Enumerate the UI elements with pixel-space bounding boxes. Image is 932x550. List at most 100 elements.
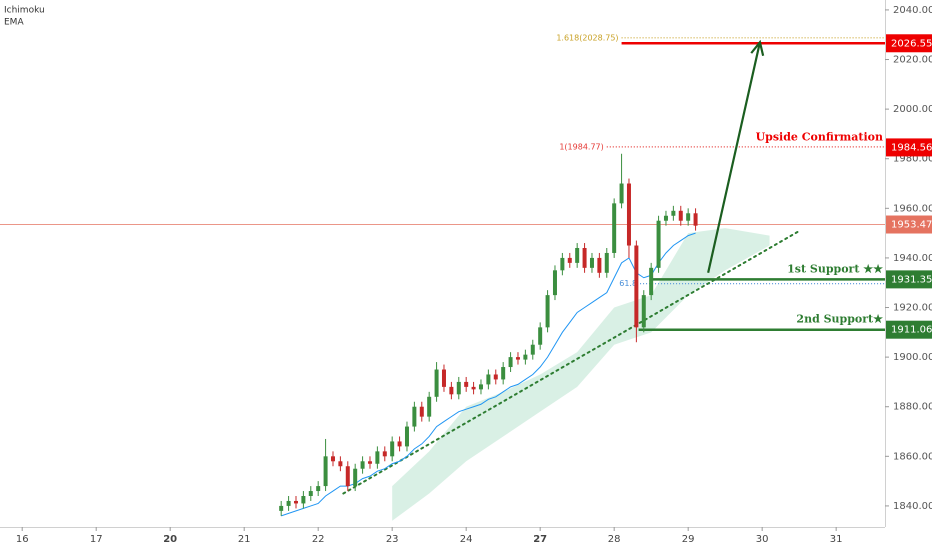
candle-body: [330, 456, 335, 462]
candle-body: [404, 426, 409, 447]
level-note: Upside Confirmation: [756, 130, 883, 143]
candle-body: [538, 327, 543, 345]
y-tick-label: 2020.00: [893, 55, 932, 66]
price-badge: [886, 320, 932, 339]
price-badge: [886, 34, 932, 53]
indicator-label: Ichimoku: [4, 6, 45, 16]
candle-body: [323, 456, 328, 487]
candle-body: [523, 354, 528, 360]
price-badge: [886, 270, 932, 289]
candle-body: [649, 267, 654, 296]
y-tick-label: 1900.00: [893, 352, 932, 363]
candle-body: [367, 461, 372, 464]
candle-body: [686, 213, 691, 221]
y-tick-label: 1980.00: [893, 154, 932, 165]
candle-body: [545, 295, 550, 328]
candle-body: [293, 500, 298, 504]
x-tick-label: 17: [90, 534, 103, 545]
candle-body: [345, 466, 350, 487]
x-tick-label: 23: [386, 534, 399, 545]
candle-body: [279, 505, 284, 511]
candle-body: [397, 441, 402, 447]
candle-body: [493, 374, 498, 380]
candle-body: [434, 369, 439, 397]
candle-body: [626, 183, 631, 246]
candle-body: [486, 374, 491, 385]
x-tick-label: 21: [238, 534, 251, 545]
y-tick-label: 1940.00: [893, 253, 932, 264]
level-text: 61.8: [619, 279, 637, 288]
x-tick-label: 29: [682, 534, 695, 545]
candle-body: [671, 210, 676, 216]
candle-body: [641, 295, 646, 328]
candle-body: [375, 451, 380, 464]
level-note: 2nd Support★: [796, 313, 883, 326]
price-badge-label: 1953.47: [891, 220, 932, 231]
trendline: [342, 229, 801, 495]
candle-body: [419, 406, 424, 417]
projection-arrow: [707, 39, 765, 274]
candle-body: [449, 386, 454, 395]
candle-body: [589, 257, 594, 268]
candle-body: [604, 252, 609, 273]
candle-body: [353, 468, 358, 487]
candle-body: [478, 384, 483, 390]
candle-body: [634, 245, 639, 328]
x-tick-label: 31: [830, 534, 843, 545]
candle-body: [316, 486, 321, 492]
candle-body: [515, 357, 520, 360]
candle-body: [382, 451, 387, 457]
candle-body: [575, 248, 580, 263]
price-badge-label: 1931.35: [891, 274, 932, 285]
candle-body: [286, 500, 291, 506]
indicator-label: EMA: [4, 18, 24, 28]
candle-body: [597, 257, 602, 273]
candle-body: [656, 220, 661, 268]
x-tick-label: 22: [312, 534, 325, 545]
level-text: 1(1984.77): [559, 142, 603, 151]
candle-body: [390, 441, 395, 457]
candle-body: [441, 369, 446, 387]
ichimoku-cloud: [392, 228, 770, 521]
candle-body: [582, 248, 587, 268]
y-tick-label: 1840.00: [893, 501, 932, 512]
price-badge: [886, 138, 932, 157]
y-tick-label: 1880.00: [893, 402, 932, 413]
candle-body: [663, 215, 668, 221]
price-badge-label: 2026.55: [891, 38, 932, 49]
candle-body: [693, 213, 698, 226]
candle-body: [560, 257, 565, 271]
x-tick-label: 24: [460, 534, 473, 545]
candle-body: [619, 183, 624, 204]
price-badge-label: 1911.06: [891, 325, 932, 336]
candle-body: [360, 461, 365, 469]
price-badge: [886, 215, 932, 234]
x-tick-label: 20: [163, 534, 177, 545]
candle-body: [301, 496, 306, 504]
y-tick-label: 1860.00: [893, 451, 932, 462]
x-tick-label: 28: [608, 534, 621, 545]
candle-body: [308, 491, 313, 496]
candle-body: [464, 381, 469, 387]
candle-body: [612, 203, 617, 253]
candle-body: [338, 461, 343, 467]
level-note: 1st Support ★★: [787, 262, 883, 275]
y-tick-label: 2000.00: [893, 104, 932, 115]
level-text: 1.618(2028.75): [556, 33, 618, 42]
x-tick-label: 27: [533, 534, 547, 545]
ema-line: [281, 232, 696, 517]
y-tick-label: 1920.00: [893, 303, 932, 314]
candle-body: [530, 344, 535, 355]
candle-body: [567, 257, 572, 263]
y-tick-label: 1960.00: [893, 203, 932, 214]
y-tick-label: 2040.00: [893, 5, 932, 16]
candle-body: [427, 396, 432, 417]
candle-body: [471, 386, 476, 390]
candle-body: [412, 406, 417, 427]
candle-body: [508, 357, 513, 368]
candle-body: [678, 210, 683, 221]
candle-body: [501, 367, 506, 380]
candle-body: [552, 270, 557, 296]
price-badge-label: 1984.56: [891, 142, 932, 153]
